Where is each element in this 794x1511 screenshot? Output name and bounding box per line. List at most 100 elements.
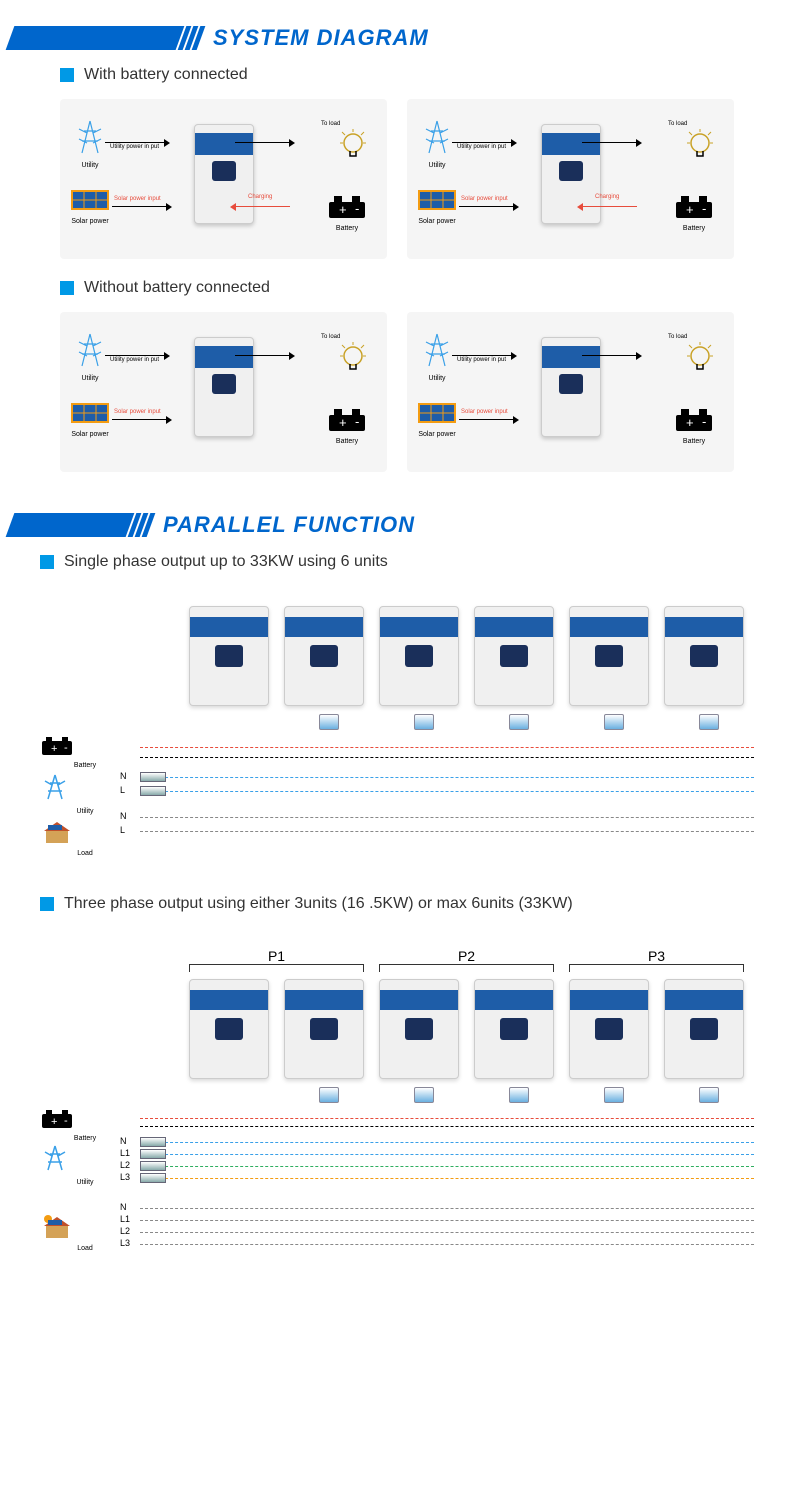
inverter-unit-icon (379, 979, 459, 1079)
svg-text:-: - (355, 201, 359, 216)
breaker-icon (574, 1087, 654, 1103)
wire-label: L3 (120, 1172, 130, 1182)
parallel-header: PARALLEL FUNCTION (10, 512, 784, 538)
utility-tower-icon: Utility (422, 332, 452, 382)
svg-text:-: - (355, 414, 359, 429)
system-header: SYSTEM DIAGRAM (10, 25, 784, 51)
solar-panel-icon: Solar power (70, 189, 110, 225)
phase-label: P2 (379, 948, 554, 974)
breaker-icon (289, 714, 369, 730)
battery-icon: +-Battery (327, 407, 367, 445)
utility-tower-icon: Utility (40, 773, 130, 815)
breaker-icon (574, 714, 654, 730)
solar-panel-icon: Solar power (417, 189, 457, 225)
inverter-unit-icon (194, 337, 254, 437)
square-bullet-icon (40, 555, 54, 569)
wire-label: N (120, 811, 127, 821)
wire-line (140, 1220, 754, 1221)
inverter-unit-icon (379, 606, 459, 706)
phase-label: P3 (569, 948, 744, 974)
arrow-icon (112, 206, 167, 207)
breaker-icon (764, 1087, 794, 1103)
terminal-block-icon (140, 772, 166, 782)
inverter-unit-icon (664, 606, 744, 706)
arrow-icon (452, 142, 512, 143)
battery-icon: +-Battery (40, 735, 130, 769)
battery-icon: +-Battery (327, 194, 367, 232)
wire-line (140, 1126, 754, 1127)
inverter-unit-icon (474, 979, 554, 1079)
breaker-icon (289, 1087, 369, 1103)
load-house-icon: Load (40, 819, 130, 857)
header-stripe-icon (10, 513, 153, 537)
wire-line (140, 817, 754, 818)
arrow-icon (235, 206, 290, 207)
wire-label: L (120, 785, 125, 795)
solar-panel-icon: Solar power (417, 402, 457, 438)
battery-icon: +-Battery (674, 407, 714, 445)
arrow-icon (105, 142, 165, 143)
wire-label: L2 (120, 1160, 130, 1170)
inverter-unit-icon (541, 124, 601, 224)
single-phase-subtitle: Single phase output up to 33KW using 6 u… (40, 553, 784, 571)
inverter-unit-icon (284, 606, 364, 706)
inverter-unit-icon (284, 979, 364, 1079)
arrow-icon (582, 142, 637, 143)
svg-text:-: - (702, 201, 706, 216)
inverter-unit-icon (569, 606, 649, 706)
svg-text:+: + (339, 202, 347, 217)
phase-label: P1 (189, 948, 364, 974)
without-battery-row: UtilitySolar powerTo load+-BatteryUtilit… (10, 312, 784, 472)
breaker-icon (384, 714, 464, 730)
square-bullet-icon (60, 68, 74, 82)
wire-label: L1 (120, 1148, 130, 1158)
bulb-load-icon: To load (686, 342, 714, 381)
inverter-unit-icon (189, 979, 269, 1079)
breaker-icon (669, 714, 749, 730)
wire-line (140, 1154, 754, 1155)
load-house-icon: Load (40, 1214, 130, 1252)
arrow-icon (582, 355, 637, 356)
wire-line (140, 1118, 754, 1119)
with-battery-row: Utility Solar power To load +-Battery Utilit… (10, 99, 784, 259)
square-bullet-icon (40, 897, 54, 911)
diagram-box: UtilitySolar powerTo load+-BatteryUtilit… (60, 312, 387, 472)
bulb-load-icon: To load (339, 129, 367, 168)
system-title: SYSTEM DIAGRAM (213, 25, 429, 51)
bulb-load-icon: To load (339, 342, 367, 381)
wire-line (140, 1232, 754, 1233)
breaker-icon (764, 714, 794, 730)
svg-text:-: - (64, 1115, 68, 1127)
arrow-icon (452, 355, 512, 356)
terminal-block-icon (140, 1173, 166, 1183)
arrow-icon (459, 419, 514, 420)
wire-line (140, 747, 754, 748)
terminal-block-icon (140, 1137, 166, 1147)
single-phase-diagram: +-Battery Utility Load NLNL (10, 586, 784, 865)
three-phase-diagram: P1P2P3 +-Battery Utility Load NL1L2L3NL1… (10, 928, 784, 1288)
square-bullet-icon (60, 281, 74, 295)
inverter-unit-icon (474, 606, 554, 706)
breaker-icon (384, 1087, 464, 1103)
wire-label: L3 (120, 1238, 130, 1248)
wire-label: L2 (120, 1226, 130, 1236)
svg-text:+: + (51, 743, 57, 755)
arrow-icon (235, 142, 290, 143)
arrow-icon (112, 419, 167, 420)
utility-tower-icon: Utility (40, 1144, 130, 1186)
utility-tower-icon: Utility (422, 119, 452, 169)
inverter-unit-icon (541, 337, 601, 437)
wire-label: N (120, 1136, 127, 1146)
wire-line (140, 1166, 754, 1167)
wire-line (140, 757, 754, 758)
breaker-icon (479, 1087, 559, 1103)
wire-label: N (120, 771, 127, 781)
wire-line (140, 791, 754, 792)
inverter-unit-icon (189, 606, 269, 706)
arrow-icon (235, 355, 290, 356)
svg-text:-: - (702, 414, 706, 429)
wire-line (140, 1208, 754, 1209)
battery-icon: +-Battery (674, 194, 714, 232)
header-stripe-icon (10, 26, 203, 50)
utility-tower-icon: Utility (75, 119, 105, 169)
